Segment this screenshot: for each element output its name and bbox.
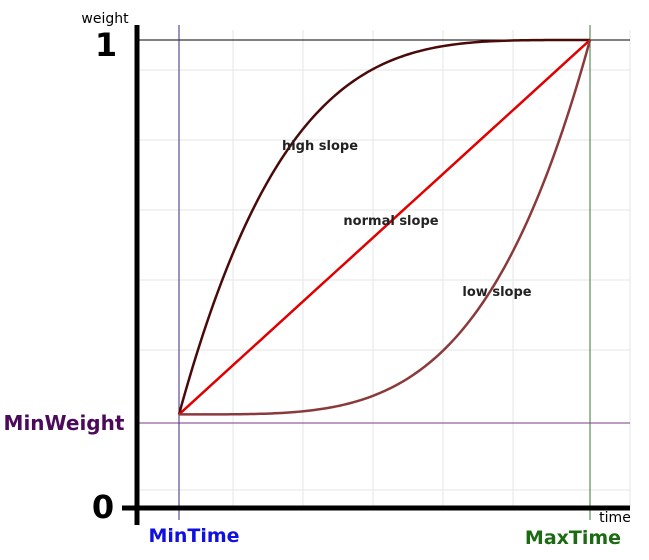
series-line-high-slope [177,38,590,415]
series-line-low-slope [179,39,592,416]
y-tick-top: 1 [95,26,117,64]
min-time-label: MinTime [148,525,239,547]
y-axis-label: weight [81,11,129,27]
high-slope-label: high slope [282,139,358,154]
grid [136,30,631,508]
curves [177,38,592,416]
low-slope-label: low slope [462,285,531,300]
max-time-label: MaxTime [525,527,621,549]
x-axis-label: time [599,510,631,526]
normal-slope-label: normal slope [343,214,438,229]
min-weight-label: MinWeight [4,411,125,435]
y-tick-bottom: 0 [92,488,114,526]
series-line-normal-slope [178,39,591,416]
